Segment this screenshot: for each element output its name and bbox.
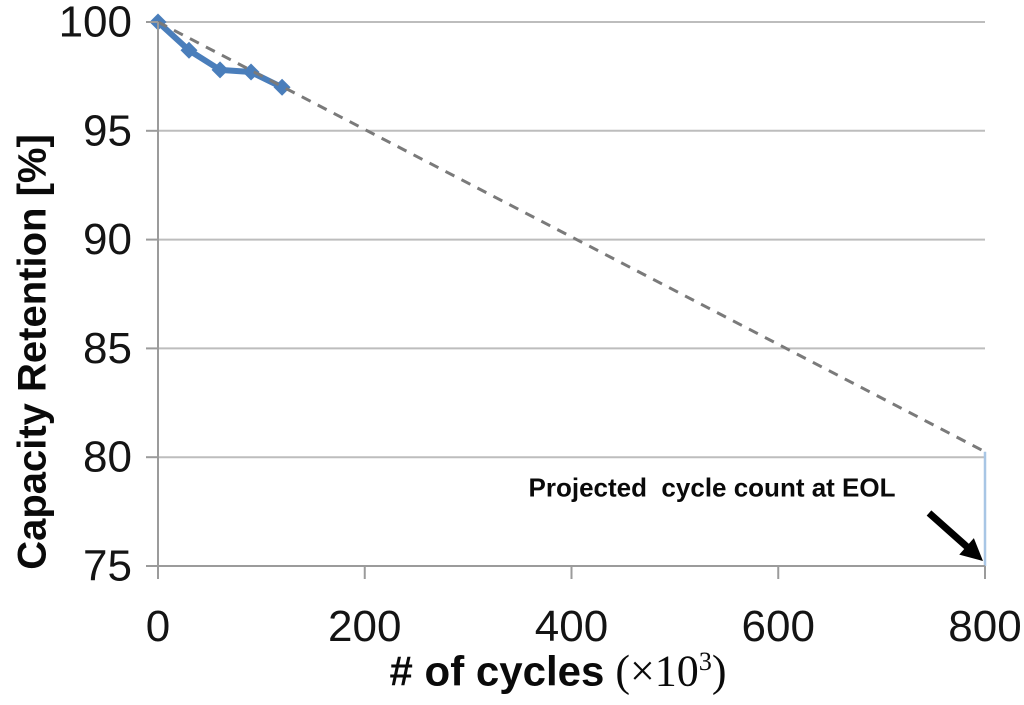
x-axis-title-text: # of cycles xyxy=(389,647,605,695)
x-axis-units-exponent: 3 xyxy=(698,646,712,676)
x-tick-label-600: 600 xyxy=(742,602,815,651)
measured-capacity-retention-marker-3 xyxy=(242,63,260,81)
y-tick-label-85: 85 xyxy=(83,324,132,373)
y-tick-label-75: 75 xyxy=(83,542,132,591)
y-axis-title: Capacity Retention [%] xyxy=(10,134,55,570)
y-tick-label-80: 80 xyxy=(83,433,132,482)
y-tick-label-100: 100 xyxy=(59,0,132,47)
x-tick-label-0: 0 xyxy=(146,602,170,651)
measured-capacity-retention-marker-2 xyxy=(211,61,229,79)
eol-arrow-shaft xyxy=(926,510,971,551)
eol-annotation-label: Projected cycle count at EOL xyxy=(528,472,896,503)
measured-capacity-retention-marker-1 xyxy=(180,41,198,59)
projected-linear-fade xyxy=(157,20,986,454)
y-tick-label-95: 95 xyxy=(83,106,132,155)
x-tick-label-200: 200 xyxy=(328,602,401,651)
x-tick-label-800: 800 xyxy=(948,602,1021,651)
eol-arrow-head xyxy=(959,538,983,561)
x-axis-title: # of cycles (×103) xyxy=(390,646,727,697)
y-tick-label-90: 90 xyxy=(83,215,132,264)
x-axis-units: (×103) xyxy=(615,646,727,696)
x-tick-label-400: 400 xyxy=(535,602,608,651)
